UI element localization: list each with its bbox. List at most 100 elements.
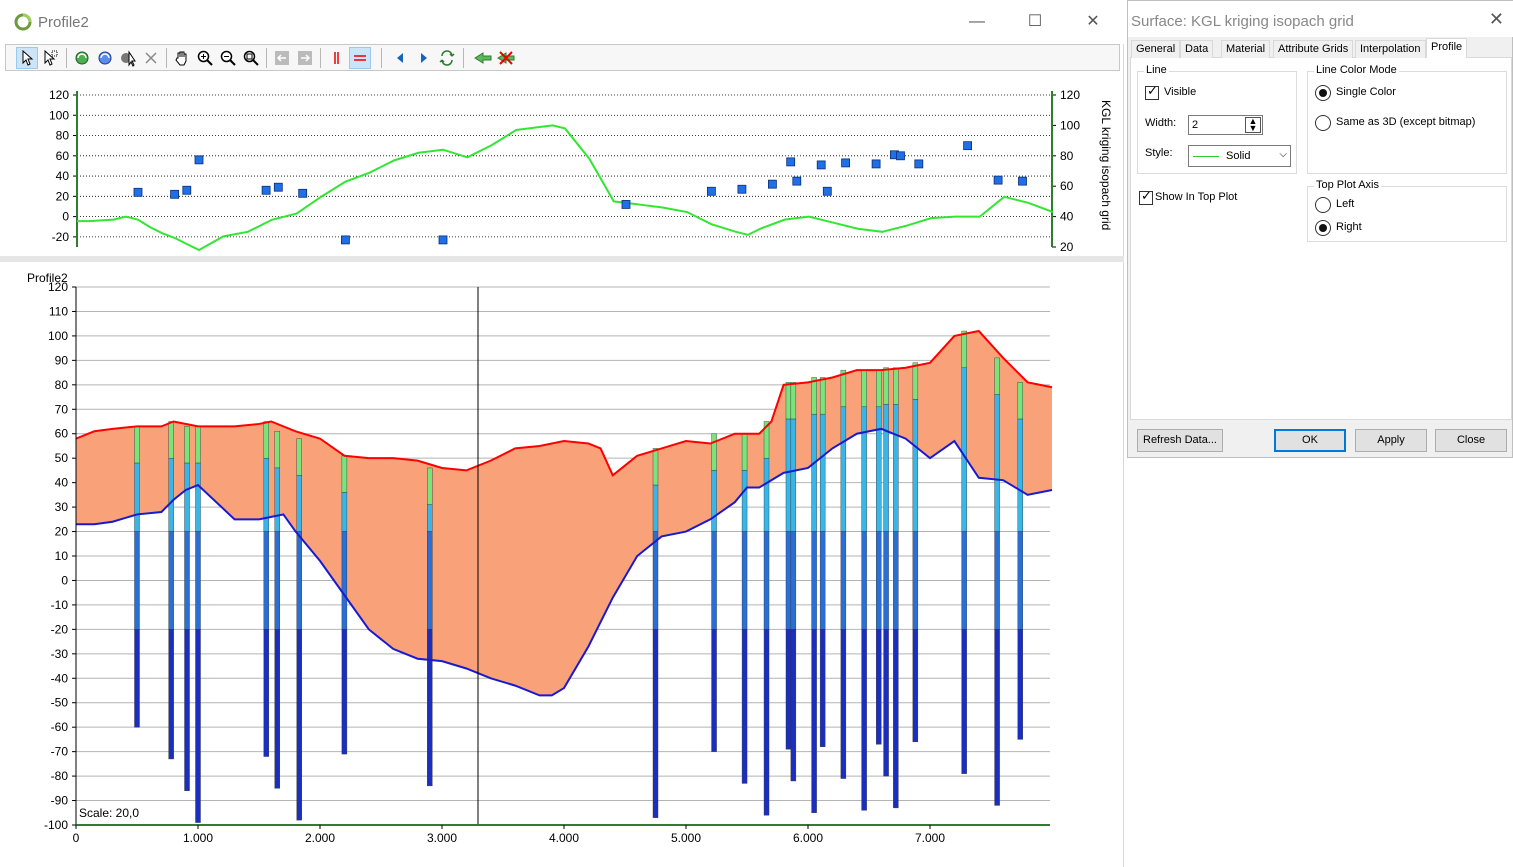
borehole-segment	[168, 531, 174, 630]
borehole-segment	[994, 531, 1000, 630]
borehole-segment	[711, 433, 717, 471]
top-right-tick-label: 20	[1060, 240, 1074, 254]
borehole-segment	[763, 531, 770, 630]
borehole-segment	[184, 426, 190, 464]
tab-data[interactable]: Data	[1180, 40, 1214, 58]
visible-checkbox[interactable]: ✓	[1145, 83, 1159, 100]
single-color-radio[interactable]	[1315, 85, 1331, 101]
close-button[interactable]: ✕	[1086, 13, 1100, 30]
close-dialog-button[interactable]: Close	[1435, 429, 1507, 452]
horizontal-lines-icon[interactable]	[349, 47, 371, 69]
tab-interpolation[interactable]: Interpolation	[1355, 40, 1426, 58]
profile-window: Profile2 — ☐ ✕	[0, 0, 1124, 867]
select-arrow-icon[interactable]	[16, 47, 38, 69]
tab-profile[interactable]: Profile	[1426, 38, 1468, 59]
borehole-segment	[790, 531, 797, 630]
borehole	[341, 455, 348, 755]
back-icon[interactable]	[271, 47, 293, 69]
maximize-button[interactable]: ☐	[1027, 13, 1043, 30]
refresh-all-icon[interactable]	[94, 47, 116, 69]
zoom-out-icon[interactable]	[217, 47, 239, 69]
axis-left-radio[interactable]	[1315, 197, 1331, 213]
borehole-segment	[274, 431, 280, 469]
borehole-segment	[785, 531, 792, 630]
spinner-icon[interactable]: ▲ ▼	[1245, 117, 1261, 133]
borehole-segment	[195, 629, 201, 823]
top-left-tick-label: 40	[56, 169, 70, 183]
profile-tab-panel: Line ✓ Visible Width: 2 ▲ ▼ Style: Solid …	[1130, 58, 1512, 420]
borehole-segment	[912, 399, 919, 532]
pan-hand-icon[interactable]	[171, 47, 193, 69]
borehole-segment	[168, 629, 174, 760]
borehole-segment	[994, 394, 1000, 532]
width-value: 2	[1192, 119, 1199, 131]
style-label: Style:	[1145, 147, 1173, 159]
tab-attribute-grids[interactable]: Attribute Grids	[1273, 40, 1354, 58]
y-tick-label: -10	[51, 598, 69, 612]
axis-right-label: Right	[1336, 221, 1362, 233]
export-icon[interactable]	[472, 47, 494, 69]
borehole-segment	[263, 421, 270, 459]
x-tick-label: 3.000	[427, 831, 457, 845]
borehole-segment	[861, 406, 867, 532]
apply-button[interactable]: Apply	[1355, 429, 1427, 452]
vertical-line-icon[interactable]	[325, 47, 347, 69]
swap-icon[interactable]	[436, 47, 458, 69]
width-input[interactable]: 2 ▲ ▼	[1188, 115, 1263, 135]
borehole	[961, 330, 967, 774]
top-right-tick-label: 40	[1060, 210, 1074, 224]
remove-export-icon[interactable]	[495, 47, 517, 69]
borehole-segment	[341, 531, 348, 630]
tab-material[interactable]: Material	[1221, 40, 1271, 58]
borehole-segment	[961, 531, 967, 630]
borehole-segment	[790, 629, 797, 782]
y-tick-label: -70	[51, 745, 69, 759]
forward-icon[interactable]	[294, 47, 316, 69]
borehole-segment	[961, 629, 967, 774]
top-plot-marker	[841, 158, 850, 168]
dialog-close-button[interactable]: ✕	[1488, 9, 1504, 29]
zoom-in-icon[interactable]	[194, 47, 216, 69]
top-plot-marker	[194, 155, 204, 165]
top-plot-marker	[298, 188, 308, 198]
style-select[interactable]: Solid ⌵	[1188, 145, 1291, 167]
borehole-segment	[296, 629, 302, 821]
y-tick-label: -60	[51, 720, 69, 734]
select-multi-icon[interactable]	[39, 47, 61, 69]
delete-icon[interactable]	[140, 47, 162, 69]
previous-icon[interactable]	[389, 47, 411, 69]
minimize-button[interactable]: —	[969, 13, 985, 30]
borehole-segment	[912, 531, 919, 630]
title-bar: Profile2 — ☐ ✕	[0, 0, 1124, 44]
borehole-segment	[819, 531, 826, 630]
borehole	[296, 438, 302, 821]
top-plot-marker	[914, 159, 924, 169]
zoom-extent-icon[interactable]	[240, 47, 262, 69]
settings-pointer-icon[interactable]	[117, 47, 139, 69]
borehole-segment	[811, 531, 817, 630]
show-in-top-plot-checkbox[interactable]: ✓	[1139, 188, 1153, 205]
borehole-segment	[263, 531, 270, 630]
same-as-3d-radio[interactable]	[1315, 115, 1331, 131]
plot-splitter[interactable]	[0, 256, 1124, 262]
y-tick-label: -90	[51, 794, 69, 808]
next-icon[interactable]	[413, 47, 435, 69]
borehole	[427, 467, 433, 787]
borehole-segment	[741, 629, 748, 784]
axis-left-label: Left	[1336, 198, 1355, 210]
top-plot-marker	[871, 159, 881, 169]
axis-right-radio[interactable]	[1315, 220, 1331, 236]
profile-plot[interactable]: Profile21201101009080706050403020100-10-…	[0, 262, 1122, 867]
ok-button[interactable]: OK	[1274, 429, 1346, 452]
isopach-top-line	[77, 124, 1054, 252]
tab-general[interactable]: General	[1131, 40, 1181, 58]
refresh-icon[interactable]	[71, 47, 93, 69]
x-tick-label: 0	[73, 831, 80, 845]
refresh-data-button[interactable]: Refresh Data...	[1137, 429, 1223, 452]
top-left-tick-label: 120	[49, 88, 69, 102]
borehole-segment	[819, 629, 826, 747]
borehole	[819, 377, 826, 747]
top-plot[interactable]: 120 100 80 60 40 20 0 -20 120 100 80 60 40 20 KGL krig…	[5, 72, 1122, 256]
borehole-segment	[883, 531, 889, 630]
x-tick-label: 7.000	[915, 831, 945, 845]
